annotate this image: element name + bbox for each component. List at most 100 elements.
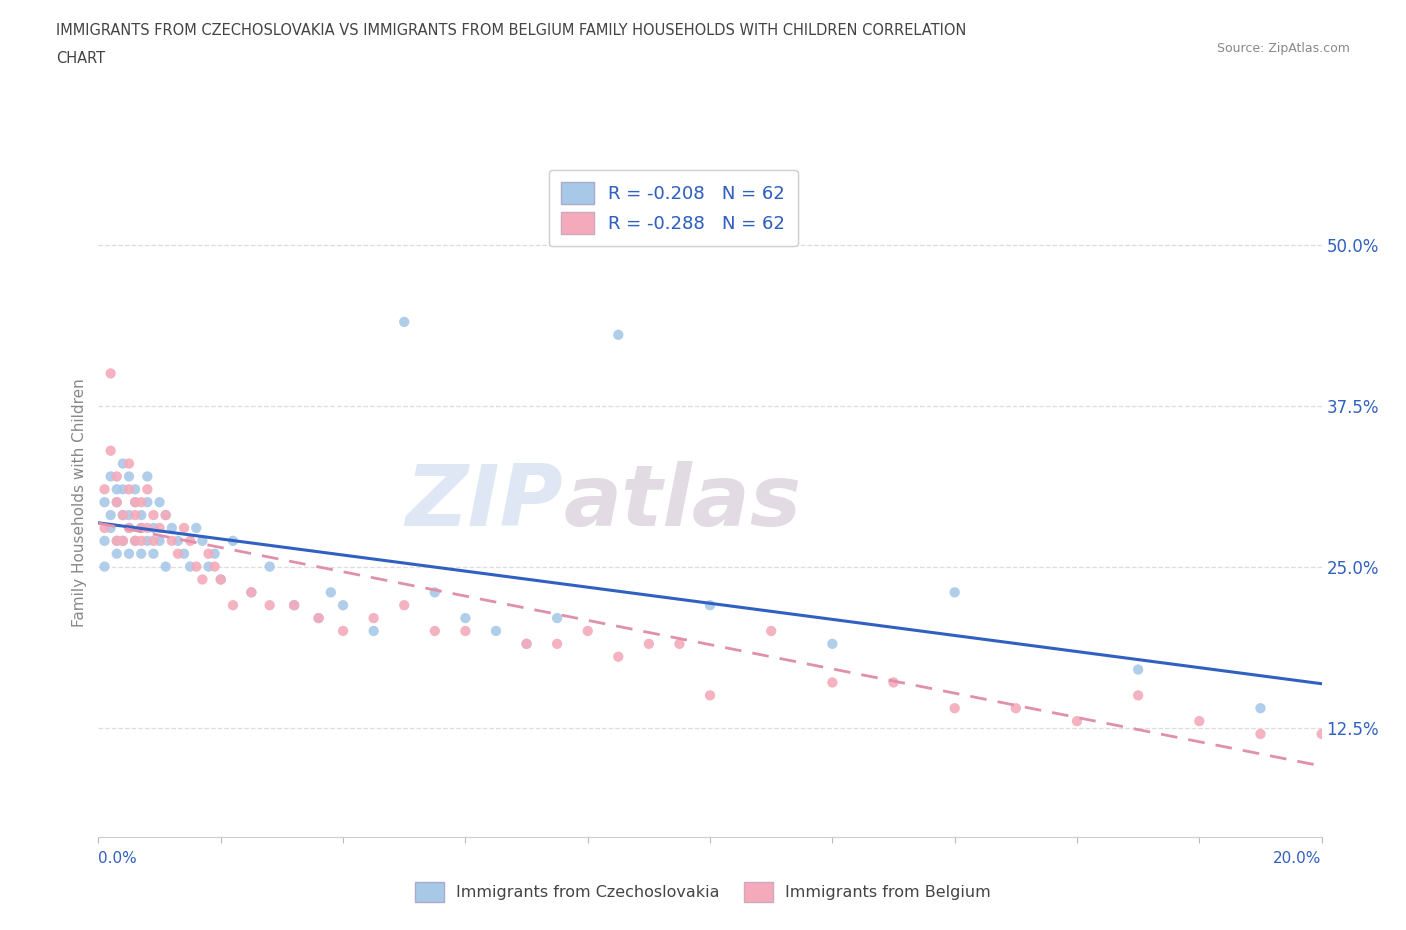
Point	[93, 521, 115, 536]
Point	[129, 521, 152, 536]
Point	[546, 636, 568, 651]
Point	[668, 636, 690, 651]
Point	[124, 508, 146, 523]
Point	[105, 469, 128, 484]
Point	[308, 611, 330, 626]
Point	[197, 559, 219, 574]
Point	[111, 508, 134, 523]
Point	[821, 675, 844, 690]
Point	[129, 534, 152, 549]
Point	[209, 572, 232, 587]
Point	[111, 534, 134, 549]
Point	[363, 611, 385, 626]
Point	[240, 585, 263, 600]
Point	[179, 534, 201, 549]
Point	[204, 559, 226, 574]
Point	[129, 495, 152, 510]
Point	[111, 482, 134, 497]
Point	[1128, 688, 1150, 703]
Point	[129, 546, 152, 561]
Legend: R = -0.208   N = 62, R = -0.288   N = 62: R = -0.208 N = 62, R = -0.288 N = 62	[548, 170, 797, 246]
Point	[93, 559, 115, 574]
Point	[308, 611, 330, 626]
Point	[222, 598, 245, 613]
Text: atlas: atlas	[564, 460, 801, 544]
Point	[699, 688, 721, 703]
Point	[142, 508, 165, 523]
Point	[118, 508, 141, 523]
Point	[149, 534, 172, 549]
Point	[191, 534, 214, 549]
Point	[111, 534, 134, 549]
Point	[209, 572, 232, 587]
Text: Source: ZipAtlas.com: Source: ZipAtlas.com	[1216, 42, 1350, 55]
Point	[124, 482, 146, 497]
Point	[149, 521, 172, 536]
Point	[124, 495, 146, 510]
Point	[186, 521, 208, 536]
Point	[124, 534, 146, 549]
Point	[821, 636, 844, 651]
Point	[883, 675, 905, 690]
Point	[423, 623, 446, 638]
Point	[105, 534, 128, 549]
Point	[191, 572, 214, 587]
Point	[516, 636, 538, 651]
Point	[124, 534, 146, 549]
Point	[179, 559, 201, 574]
Point	[167, 546, 190, 561]
Point	[607, 649, 630, 664]
Point	[100, 366, 122, 381]
Text: IMMIGRANTS FROM CZECHOSLOVAKIA VS IMMIGRANTS FROM BELGIUM FAMILY HOUSEHOLDS WITH: IMMIGRANTS FROM CZECHOSLOVAKIA VS IMMIGR…	[56, 23, 966, 38]
Point	[136, 534, 159, 549]
Point	[118, 482, 141, 497]
Point	[173, 521, 195, 536]
Point	[259, 559, 281, 574]
Point	[454, 623, 477, 638]
Point	[943, 701, 966, 716]
Point	[136, 495, 159, 510]
Point	[93, 495, 115, 510]
Point	[392, 598, 416, 613]
Point	[167, 534, 190, 549]
Point	[186, 559, 208, 574]
Point	[1004, 701, 1026, 716]
Legend: Immigrants from Czechoslovakia, Immigrants from Belgium: Immigrants from Czechoslovakia, Immigran…	[404, 870, 1002, 912]
Text: ZIP: ZIP	[405, 460, 564, 544]
Text: 0.0%: 0.0%	[98, 851, 138, 866]
Point	[759, 623, 782, 638]
Point	[149, 495, 172, 510]
Point	[173, 546, 195, 561]
Point	[136, 469, 159, 484]
Point	[637, 636, 661, 651]
Point	[516, 636, 538, 651]
Point	[100, 508, 122, 523]
Point	[93, 482, 115, 497]
Point	[1310, 726, 1333, 741]
Point	[1249, 726, 1271, 741]
Text: 20.0%: 20.0%	[1274, 851, 1322, 866]
Y-axis label: Family Households with Children: Family Households with Children	[72, 378, 87, 627]
Point	[93, 534, 115, 549]
Point	[105, 495, 128, 510]
Point	[118, 521, 141, 536]
Point	[100, 521, 122, 536]
Point	[1066, 713, 1088, 728]
Point	[332, 623, 354, 638]
Point	[259, 598, 281, 613]
Point	[332, 598, 354, 613]
Point	[129, 521, 152, 536]
Point	[204, 546, 226, 561]
Point	[155, 508, 177, 523]
Point	[160, 534, 183, 549]
Point	[142, 546, 165, 561]
Point	[136, 482, 159, 497]
Point	[155, 508, 177, 523]
Point	[485, 623, 508, 638]
Point	[240, 585, 263, 600]
Point	[454, 611, 477, 626]
Point	[1128, 662, 1150, 677]
Point	[1249, 701, 1271, 716]
Point	[160, 521, 183, 536]
Point	[319, 585, 342, 600]
